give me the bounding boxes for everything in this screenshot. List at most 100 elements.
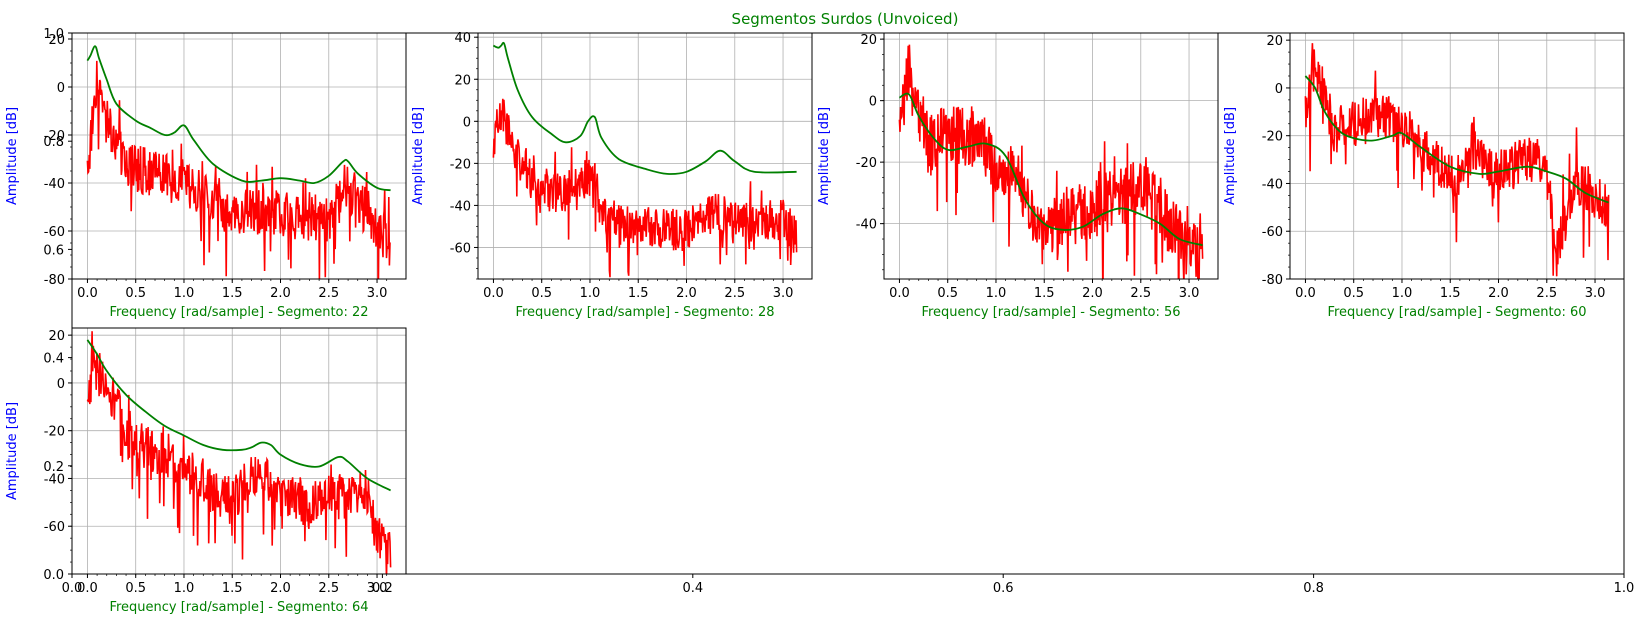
background-ytick-label: 0.6 <box>43 243 64 258</box>
figure-title: Segmentos Surdos (Unvoiced) <box>732 10 959 28</box>
xtick-label: 0.5 <box>125 581 146 596</box>
envelope-line <box>492 41 797 175</box>
spectrum-line <box>1304 43 1610 277</box>
spectrum-line <box>492 98 798 278</box>
ytick-label: 20 <box>454 73 471 88</box>
xtick-label: 0.0 <box>77 581 98 596</box>
subplot-2: 0.0 0.5 1.0 1.5 2.0 2.5 3.0 40 20 0 -20 -40 -60 Frequ… <box>411 31 813 320</box>
xtick-label: 0.5 <box>1343 286 1364 301</box>
xtick-label: 3.0 <box>367 581 388 596</box>
xtick-label: 2.0 <box>270 286 291 301</box>
subplot-frame <box>71 32 407 280</box>
subplot-4: 0.0 0.5 1.0 1.5 2.0 2.5 3.0 20 0 -20 -40 -60 -80 Freq… <box>1223 32 1625 320</box>
xtick-label: 2.0 <box>1082 286 1103 301</box>
xtick-label: 3.0 <box>1585 286 1606 301</box>
background-ytick-label: 0.4 <box>43 352 64 367</box>
spectrum-line <box>898 44 1204 279</box>
envelope-line <box>86 45 391 192</box>
xtick-label: 1.0 <box>174 286 195 301</box>
xtick-label: 1.0 <box>986 286 1007 301</box>
xtick-label: 0.5 <box>531 286 552 301</box>
background-ytick-label: 0.8 <box>43 135 64 150</box>
ytick-label: -40 <box>1262 177 1283 192</box>
ytick-label: -40 <box>450 199 471 214</box>
xtick-label: 0.0 <box>483 286 504 301</box>
ytick-label: -20 <box>856 156 877 171</box>
xtick-label: 0.0 <box>889 286 910 301</box>
ytick-label: -60 <box>44 520 65 535</box>
ytick-label: -20 <box>1262 130 1283 145</box>
xtick-label: 1.5 <box>222 581 243 596</box>
background-ytick-label: 0.0 <box>43 568 64 583</box>
spectrum-line <box>86 60 391 279</box>
ytick-label: -20 <box>44 129 65 144</box>
ytick-label: 0 <box>1275 82 1283 97</box>
xtick-label: 1.5 <box>628 286 649 301</box>
xtick-label: 0.5 <box>937 286 958 301</box>
x-axis-label: Frequency [rad/sample] - Segmento: 56 <box>921 305 1180 320</box>
y-axis-label: Amplitude [dB] <box>817 107 832 205</box>
background-xtick-label: 0.6 <box>993 581 1014 596</box>
ytick-label: 20 <box>48 33 65 48</box>
x-axis-label: Frequency [rad/sample] - Segmento: 28 <box>515 305 774 320</box>
ytick-label: -20 <box>44 425 65 440</box>
y-axis-label: Amplitude [dB] <box>5 107 20 205</box>
subplot-frame <box>883 32 1219 280</box>
xtick-label: 2.0 <box>676 286 697 301</box>
y-axis-label: Amplitude [dB] <box>1223 107 1238 205</box>
xtick-label: 2.5 <box>724 286 745 301</box>
ytick-label: -60 <box>450 241 471 256</box>
xtick-label: 1.5 <box>1440 286 1461 301</box>
subplot-5: 0.0 0.5 1.0 1.5 2.0 2.5 3.0 20 0 -20 -40 -60 Frequen… <box>5 327 407 615</box>
subplot-background <box>478 33 812 279</box>
x-axis-label: Frequency [rad/sample] - Segmento: 64 <box>109 600 368 615</box>
ytick-label: -40 <box>44 177 65 192</box>
background-xtick-label: 0.4 <box>682 581 703 596</box>
y-axis-label: Amplitude [dB] <box>411 107 426 205</box>
subplot-3: 0.0 0.5 1.0 1.5 2.0 2.5 3.0 20 0 -20 -40 Frequency … <box>817 32 1219 320</box>
xtick-label: 3.0 <box>773 286 794 301</box>
xtick-label: 0.0 <box>1295 286 1316 301</box>
subplot-1: 0.0 0.5 1.0 1.5 2.0 2.5 3.0 20 0 -20 -40 -60 -80 Freq… <box>5 32 407 320</box>
background-axes-frame <box>71 32 1625 575</box>
subplot-frame <box>477 32 813 280</box>
ytick-label: -80 <box>44 273 65 288</box>
xtick-label: 0.0 <box>77 286 98 301</box>
x-axis-label: Frequency [rad/sample] - Segmento: 22 <box>109 305 368 320</box>
xtick-label: 2.0 <box>1488 286 1509 301</box>
ytick-label: 0 <box>869 95 877 110</box>
background-xtick-label: 0.8 <box>1303 581 1324 596</box>
background-xtick-label: 0.2 <box>372 581 393 596</box>
ytick-label: -60 <box>1262 225 1283 240</box>
subplots: 0.0 0.5 1.0 1.5 2.0 2.5 3.0 20 0 -20 -40 -60 -80 Freq… <box>5 31 1625 615</box>
xtick-label: 1.0 <box>174 581 195 596</box>
ytick-label: -60 <box>44 225 65 240</box>
x-axis-label: Frequency [rad/sample] - Segmento: 60 <box>1327 305 1586 320</box>
subplot-frame <box>71 327 407 575</box>
ytick-label: 0 <box>57 377 65 392</box>
xtick-label: 2.0 <box>270 581 291 596</box>
ytick-label: 0 <box>463 115 471 130</box>
subplot-frame <box>1289 32 1625 280</box>
envelope-line <box>898 92 1203 247</box>
ytick-label: 40 <box>454 31 471 46</box>
ytick-label: -80 <box>1262 273 1283 288</box>
xtick-label: 3.0 <box>1179 286 1200 301</box>
xtick-label: 2.5 <box>318 581 339 596</box>
ytick-label: 20 <box>1266 34 1283 49</box>
envelope-line <box>1304 75 1609 204</box>
ytick-label: 0 <box>57 81 65 96</box>
ytick-label: -20 <box>450 157 471 172</box>
ytick-label: -40 <box>44 472 65 487</box>
spectrum-line <box>86 331 392 574</box>
xtick-label: 2.5 <box>318 286 339 301</box>
xtick-label: 1.0 <box>1392 286 1413 301</box>
background-xtick-label: 1.0 <box>1614 581 1635 596</box>
xtick-label: 2.5 <box>1536 286 1557 301</box>
ytick-label: 20 <box>48 329 65 344</box>
envelope-line <box>86 339 392 492</box>
xtick-label: 1.5 <box>222 286 243 301</box>
xtick-label: 2.5 <box>1130 286 1151 301</box>
xtick-label: 0.5 <box>125 286 146 301</box>
